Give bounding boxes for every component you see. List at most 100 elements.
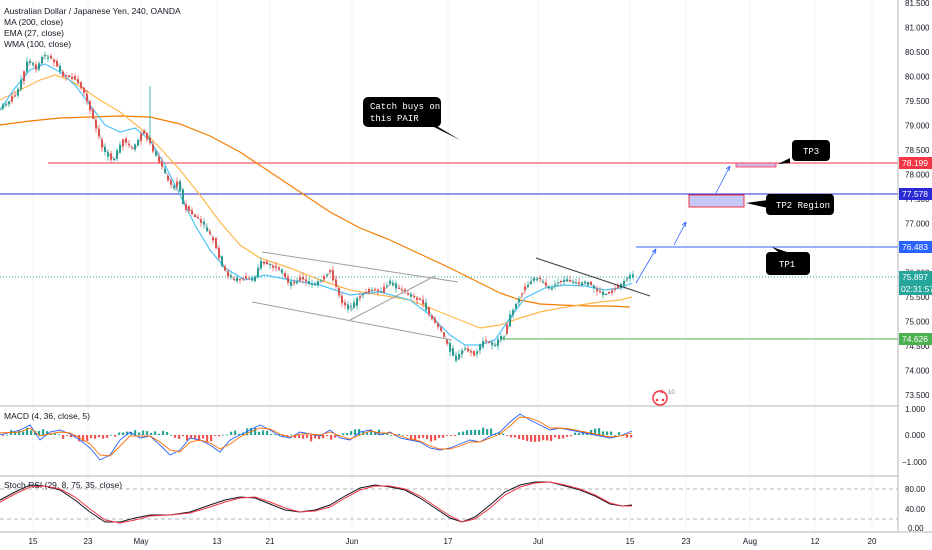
candle-body	[128, 143, 130, 146]
macd-title[interactable]: MACD (4, 36, close, 5)	[4, 411, 90, 421]
macd-bar	[478, 429, 481, 435]
macd-bar	[518, 435, 521, 439]
macd-signal-line	[0, 416, 633, 457]
candle-body	[584, 281, 586, 284]
macd-bar	[130, 432, 133, 435]
time-label: 20	[868, 537, 877, 546]
candle-body	[596, 289, 598, 292]
macd-bar	[78, 435, 81, 442]
macd-bar	[218, 435, 221, 437]
ema-legend[interactable]: EMA (27, close)	[4, 28, 64, 38]
badge-76483-bg	[899, 241, 932, 253]
badge-77578-bg	[899, 188, 932, 200]
candle-body	[218, 248, 220, 258]
macd-bar	[66, 435, 69, 436]
candle-body	[299, 277, 301, 281]
macd-bar	[378, 429, 381, 435]
macd-bar	[54, 433, 57, 435]
macd-bar	[102, 435, 105, 439]
macd-axis[interactable]: 1.000 0.000 −1.000	[902, 405, 927, 467]
candle-body	[227, 271, 229, 277]
tp2-callout[interactable]: TP2 Region	[746, 194, 834, 215]
time-label: Jul	[533, 537, 543, 546]
candle-body	[536, 279, 538, 281]
symbol-title[interactable]: Australian Dollar / Japanese Yen, 240, O…	[4, 6, 181, 16]
time-label: Aug	[743, 537, 757, 546]
badge-75897-bg	[899, 271, 932, 295]
macd-bar	[446, 435, 449, 436]
candle-body	[38, 63, 40, 70]
price-tick: 74.000	[905, 367, 930, 376]
time-label: Jun	[346, 537, 359, 546]
macd-bar	[122, 432, 125, 435]
candle-body	[548, 286, 550, 289]
macd-bar	[26, 427, 29, 435]
macd-bar	[2, 435, 5, 436]
macd-bar	[442, 435, 445, 438]
stoch-d-line	[0, 481, 632, 524]
catch-buys-callout[interactable]: Catch buys on this PAIR	[363, 97, 460, 140]
candle-body	[386, 285, 388, 287]
candle-body	[185, 204, 187, 210]
candle-body	[476, 351, 478, 354]
macd-bar	[410, 435, 413, 440]
macd-bar	[198, 435, 201, 441]
macd-bar	[426, 435, 429, 440]
candle-body	[470, 351, 472, 353]
stoch-title[interactable]: Stoch RSI (29, 8, 75, 35, close)	[4, 480, 122, 490]
candle-body	[272, 265, 274, 268]
macd-bar	[186, 435, 189, 441]
candle-body	[281, 269, 283, 273]
time-label: 23	[84, 537, 93, 546]
macd-bar	[346, 433, 349, 435]
ema-27-line	[0, 63, 633, 346]
candle-body	[107, 152, 109, 157]
candle-body	[455, 355, 457, 361]
candle-body	[572, 282, 574, 284]
candle-body	[83, 87, 85, 93]
stoch-tick-40: 40.00	[905, 505, 926, 514]
macd-bar	[554, 435, 557, 438]
candle-body	[458, 353, 460, 359]
candle-body	[623, 280, 625, 286]
macd-bar	[14, 432, 17, 435]
candle-body	[335, 279, 337, 287]
macd-bar	[274, 434, 277, 436]
catch-buys-line1: Catch buys on	[370, 102, 440, 112]
pattern-lines	[251, 251, 651, 341]
candle-body	[224, 266, 226, 271]
tp1-callout[interactable]: TP1	[766, 247, 810, 275]
candle-body	[2, 104, 4, 109]
macd-bar	[114, 435, 117, 437]
price-tick: 79.000	[905, 122, 930, 131]
macd-bar	[226, 434, 229, 436]
candle-body	[356, 297, 358, 306]
macd-bar	[458, 432, 461, 435]
macd-bar	[538, 435, 541, 442]
candle-body	[110, 153, 112, 160]
time-axis[interactable]: 15 23 May 13 21 Jun 17 Jul 15 23 Aug 12 20	[29, 537, 877, 546]
watermark-dot-right	[661, 398, 665, 402]
time-label: 17	[444, 537, 453, 546]
tp3-region-box[interactable]	[735, 162, 777, 168]
macd-bar	[474, 429, 477, 435]
macd-bar	[154, 431, 157, 435]
macd-bar	[422, 435, 425, 438]
descending-trendline[interactable]	[535, 257, 651, 297]
candle-body	[611, 290, 613, 293]
tp2-region-box[interactable]	[688, 194, 745, 208]
wma-legend[interactable]: WMA (100, close)	[4, 39, 71, 49]
macd-bar	[6, 434, 9, 436]
arrowhead-tp1	[651, 248, 657, 255]
tp3-callout[interactable]: TP3	[778, 140, 830, 164]
candle-body	[314, 284, 316, 286]
watermark-dot-left	[655, 398, 659, 402]
macd-bar	[342, 433, 345, 435]
stoch-axis[interactable]: 80.00 40.00 0.00	[905, 485, 926, 533]
macd-bar	[558, 435, 561, 439]
ma-legend[interactable]: MA (200, close)	[4, 17, 63, 27]
macd-bar	[86, 435, 89, 441]
candle-body	[113, 159, 115, 161]
macd-bar	[322, 435, 325, 439]
